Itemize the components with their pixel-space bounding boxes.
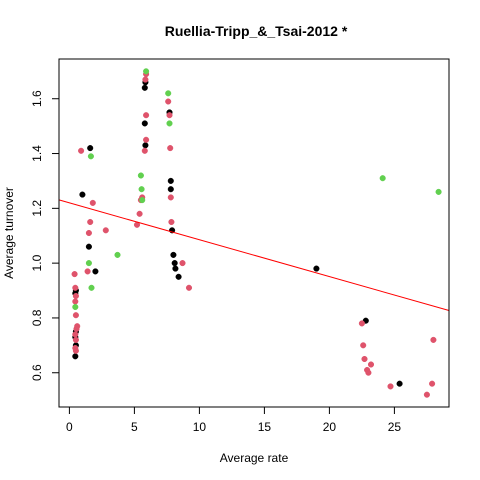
- data-point-red-11: [78, 147, 85, 154]
- data-point-black-24: [396, 380, 403, 387]
- data-points: [71, 68, 442, 398]
- data-point-green-11: [379, 175, 386, 182]
- data-point-green-5: [137, 172, 144, 179]
- x-tick-label: 15: [258, 420, 272, 434]
- data-point-red-8: [72, 336, 79, 343]
- data-point-red-22: [143, 136, 150, 143]
- data-point-red-29: [167, 194, 174, 201]
- data-point-red-2: [72, 292, 79, 300]
- y-axis: 0.6 0.8 1.0 1.2 1.4 1.6: [30, 90, 60, 381]
- data-point-black-7: [85, 243, 92, 250]
- data-point-red-6: [73, 325, 80, 332]
- data-point-black-20: [172, 265, 179, 272]
- data-point-red-37: [365, 369, 372, 376]
- data-point-red-31: [179, 260, 186, 267]
- data-point-red-34: [360, 342, 367, 349]
- data-point-red-4: [72, 312, 79, 319]
- data-point-black-0: [72, 353, 79, 360]
- data-point-green-4: [114, 251, 121, 258]
- data-point-black-21: [175, 273, 182, 280]
- data-point-black-12: [141, 120, 148, 127]
- x-tick-label: 25: [388, 420, 402, 434]
- data-point-green-2: [87, 153, 94, 160]
- data-point-red-0: [71, 271, 78, 278]
- data-point-green-1: [85, 260, 92, 267]
- y-tick-label: 1.0: [30, 254, 44, 271]
- data-point-green-9: [165, 90, 172, 97]
- data-point-red-32: [185, 284, 193, 291]
- data-point-red-21: [141, 147, 148, 154]
- data-point-black-18: [170, 251, 177, 258]
- data-point-red-40: [423, 391, 430, 398]
- data-point-red-26: [165, 98, 172, 105]
- data-point-red-23: [143, 112, 150, 119]
- data-point-black-11: [141, 84, 148, 91]
- data-point-green-10: [166, 120, 173, 127]
- y-tick-label: 1.6: [30, 90, 44, 107]
- data-point-red-7: [72, 331, 79, 338]
- y-tick-label: 1.2: [30, 200, 44, 217]
- x-axis-label: Average rate: [220, 451, 289, 465]
- data-point-red-14: [87, 218, 94, 226]
- data-point-red-1: [72, 284, 79, 291]
- data-point-red-33: [358, 320, 365, 327]
- data-point-red-13: [85, 229, 92, 237]
- data-point-green-8: [143, 68, 150, 75]
- data-point-red-15: [89, 199, 96, 206]
- data-point-red-35: [361, 355, 368, 363]
- data-point-red-18: [136, 210, 143, 217]
- y-tick-label: 0.6: [30, 364, 44, 381]
- x-tick-label: 10: [193, 420, 207, 434]
- data-point-red-16: [102, 227, 109, 234]
- data-point-green-0: [72, 303, 79, 311]
- data-point-black-22: [313, 265, 320, 272]
- data-point-red-24: [142, 76, 149, 83]
- data-point-red-12: [84, 268, 91, 275]
- y-tick-label: 1.4: [30, 145, 44, 162]
- data-point-red-42: [430, 336, 437, 343]
- chart-title: Ruellia-Tripp_&_Tsai-2012 *: [165, 23, 348, 39]
- data-point-black-13: [142, 142, 149, 149]
- data-point-red-10: [72, 347, 79, 354]
- data-point-black-6: [79, 191, 86, 198]
- data-point-green-12: [435, 188, 442, 195]
- x-tick-label: 5: [131, 420, 138, 434]
- data-point-red-3: [72, 298, 79, 305]
- data-point-black-8: [87, 145, 94, 152]
- data-point-black-15: [167, 177, 174, 184]
- y-axis-label: Average turnover: [2, 187, 16, 279]
- x-axis: 0 5 10 15 20 25: [66, 406, 402, 434]
- data-point-black-19: [171, 260, 178, 267]
- data-point-red-27: [166, 112, 173, 119]
- data-point-green-7: [139, 197, 146, 204]
- y-tick-label: 0.8: [30, 309, 44, 326]
- regression-line-group: [58, 199, 450, 311]
- data-point-red-39: [387, 383, 394, 390]
- data-point-red-28: [167, 145, 174, 152]
- data-point-red-41: [429, 380, 436, 387]
- data-point-green-3: [88, 284, 95, 291]
- regression-line: [58, 199, 450, 311]
- data-point-green-6: [138, 186, 145, 193]
- data-point-red-30: [168, 218, 175, 226]
- x-tick-label: 0: [66, 420, 73, 434]
- data-point-red-38: [367, 361, 375, 368]
- data-point-black-9: [92, 268, 99, 275]
- x-tick-label: 20: [323, 420, 337, 434]
- data-point-black-16: [167, 186, 174, 193]
